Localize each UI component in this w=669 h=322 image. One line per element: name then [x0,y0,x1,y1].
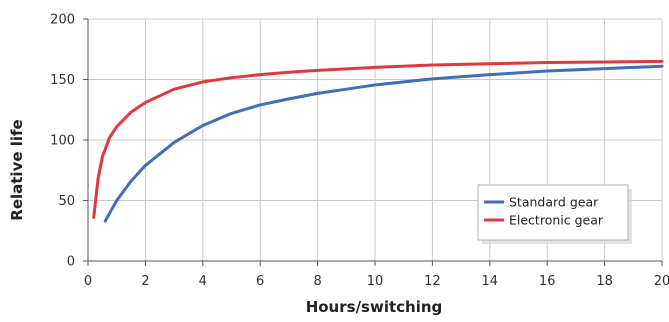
y-tick-label: 100 [50,134,75,149]
axes: 0 50 100 150 200 0 2 4 6 8 10 12 14 16 18 20 [50,13,669,290]
legend: Standard gear Electronic gear [477,184,632,244]
grid-lines [88,18,663,261]
x-tick-label: 8 [313,274,321,289]
x-tick-label: 0 [84,274,92,289]
x-tick-label: 10 [367,274,384,289]
standard-gear-line [103,64,664,223]
x-tick-label: 4 [199,274,207,289]
legend-box [477,184,629,241]
electronic-gear-line [92,59,664,219]
y-tick-label: 150 [50,73,75,88]
x-axis-title: Hours/switching [306,298,443,316]
y-tick-label: 200 [50,13,75,28]
x-tick-label: 2 [141,274,149,289]
electronic-gear-legend-label: Electronic gear [509,213,604,228]
x-tick-label: 6 [256,274,264,289]
y-axis-title: Relative life [8,119,26,220]
x-tick-label: 20 [654,274,669,289]
x-tick-label: 16 [539,274,556,289]
x-tick-label: 14 [482,274,499,289]
series-layer [92,59,664,223]
x-tick-label: 12 [424,274,441,289]
x-tick-label: 18 [596,274,613,289]
y-tick-label: 0 [67,255,75,270]
y-tick-label: 50 [58,194,75,209]
standard-gear-legend-label: Standard gear [509,195,599,210]
